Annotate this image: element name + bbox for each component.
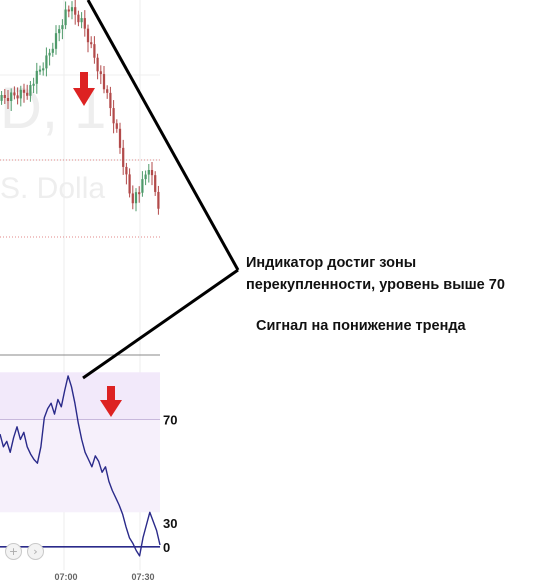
candle-body <box>109 92 112 109</box>
candle-body <box>128 174 131 194</box>
annotation-pointer-line <box>86 0 240 271</box>
candle-body <box>38 69 42 72</box>
candle-body <box>118 128 122 148</box>
annotation-line-1: Индикатор достиг зоны <box>246 255 417 271</box>
level-label-0: 0 <box>163 540 170 555</box>
candle-body <box>67 9 70 12</box>
candle-body <box>64 9 67 26</box>
candle-body <box>83 18 86 29</box>
annotation-pointer-line <box>82 268 239 380</box>
candle-body <box>144 174 147 180</box>
candle-body <box>42 68 45 71</box>
candle-body <box>3 94 6 99</box>
candle-body <box>22 89 26 93</box>
price-chart <box>0 0 160 215</box>
candle-body <box>138 192 141 195</box>
candle-body <box>26 92 29 96</box>
candle-body <box>32 83 35 86</box>
x-tick-label: 07:00 <box>54 572 77 582</box>
candle-body <box>102 74 106 90</box>
annotation-layer <box>82 0 240 380</box>
candle-body <box>61 25 64 30</box>
candle-body <box>90 42 93 45</box>
oscillator-line <box>0 375 161 557</box>
candle-body <box>134 192 138 204</box>
arrow-shaft <box>80 72 88 90</box>
watermark-symbol: D, 1 <box>0 76 106 141</box>
level-label-30: 30 <box>163 516 177 531</box>
candle-body <box>74 7 77 15</box>
watermark-name: S. Dolla <box>0 172 105 205</box>
annotation-line-2: перекупленности, уровень выше 70 <box>246 277 505 293</box>
candle-body <box>45 55 48 69</box>
candle-body <box>154 175 157 192</box>
zoom-in-button[interactable]: + <box>5 543 22 560</box>
candle-body <box>16 95 19 99</box>
candle-body <box>48 52 51 56</box>
candle-body <box>157 191 160 209</box>
candle-body <box>51 48 54 53</box>
candle-body <box>96 57 99 72</box>
candle-body <box>19 89 22 99</box>
candle-body <box>106 89 109 93</box>
candle-body <box>70 7 74 12</box>
overbought-zone <box>0 372 160 420</box>
candle-body <box>54 33 58 49</box>
indicator-band <box>0 419 160 513</box>
candle-body <box>93 44 96 58</box>
candle-body <box>86 28 90 43</box>
candle-body <box>125 166 128 175</box>
arrow-shaft <box>107 386 115 402</box>
candle-body <box>6 98 10 102</box>
candle-body <box>99 71 102 75</box>
candle-body <box>10 92 13 102</box>
arrow-head <box>100 400 122 417</box>
candle-body <box>29 85 32 96</box>
candle-body <box>80 18 83 23</box>
candle-body <box>58 29 61 34</box>
down-arrow-icon <box>73 72 95 106</box>
candle-body <box>141 179 144 193</box>
level-label-70: 70 <box>163 413 177 428</box>
candle-body <box>112 108 115 124</box>
scroll-next-button[interactable]: › <box>27 543 44 560</box>
arrow-head <box>73 88 95 106</box>
candle-body <box>147 169 150 175</box>
signal-text: Сигнал на понижение тренда <box>256 318 466 334</box>
candle-body <box>13 92 16 96</box>
oscillator-chart: 70 0 30 07:00 07:30 <box>0 372 177 582</box>
candle-body <box>35 70 38 84</box>
down-arrow-icon <box>100 386 122 417</box>
candle-body <box>115 123 118 129</box>
candle-body <box>0 94 3 101</box>
annotation-text: Индикатор достиг зоны перекупленности, у… <box>246 252 505 296</box>
candle-body <box>150 169 154 176</box>
x-tick-label: 07:30 <box>131 572 154 582</box>
candle-body <box>77 14 80 23</box>
background-layer: D, 1 S. Dolla <box>0 0 160 570</box>
candle-body <box>122 147 125 167</box>
candle-body <box>131 193 134 204</box>
